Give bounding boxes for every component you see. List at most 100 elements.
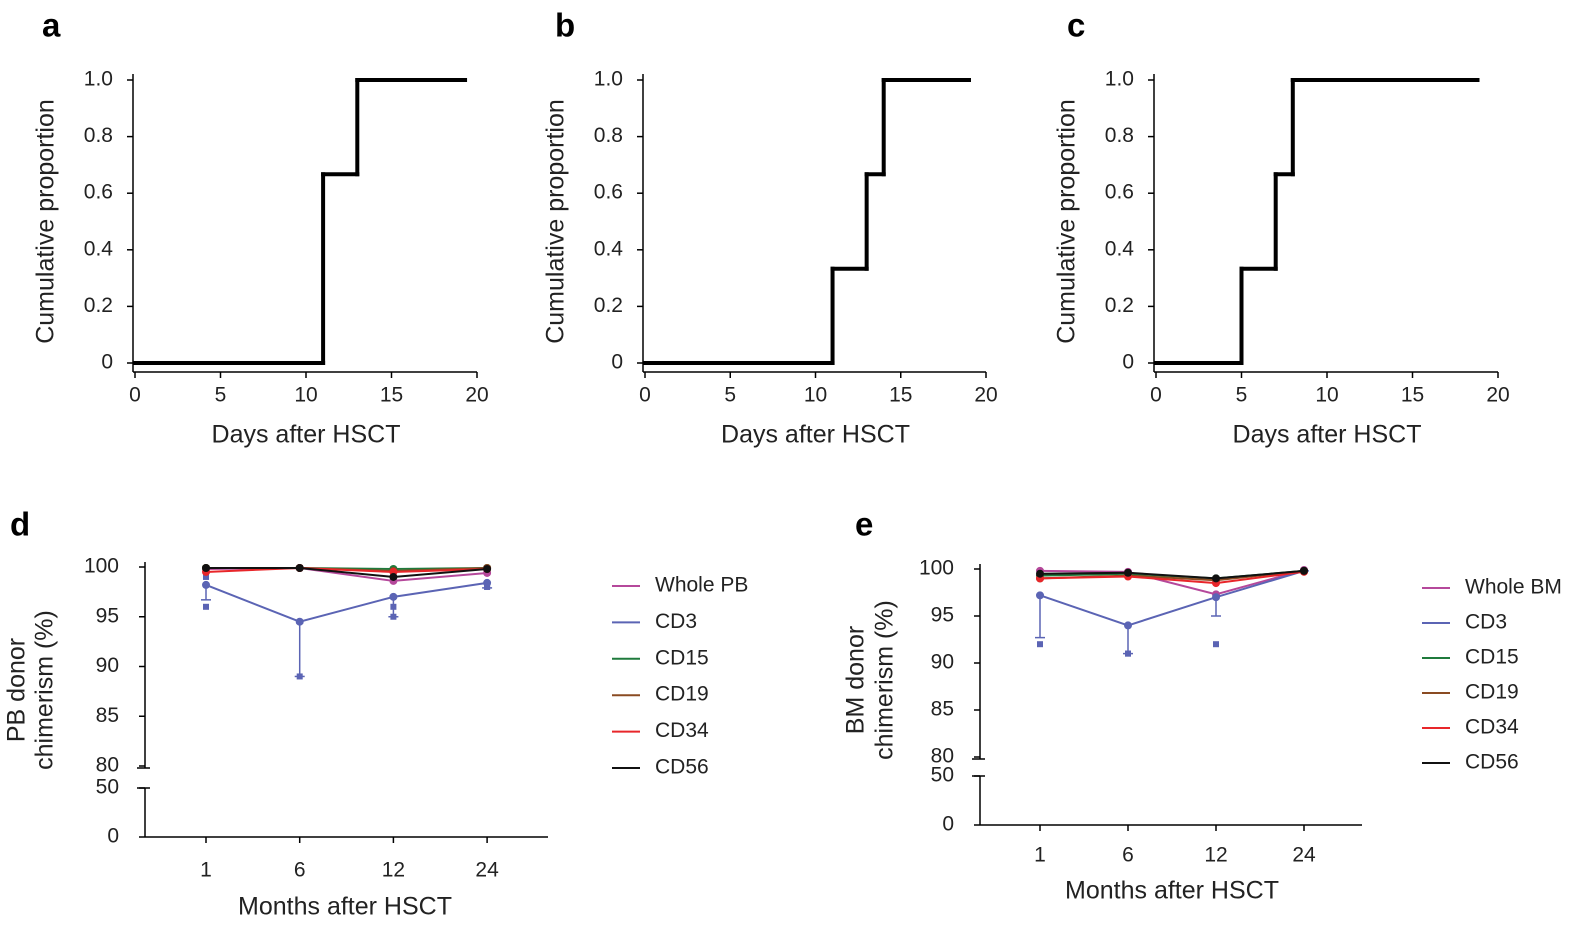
- mean-marker: [1212, 593, 1220, 602]
- legend-label: CD3: [1465, 611, 1507, 634]
- mean-marker: [295, 617, 304, 626]
- y-tick-label: 0.8: [84, 124, 113, 147]
- y-tick-label: 0.2: [594, 294, 623, 317]
- x-axis-label: Days after HSCT: [721, 421, 910, 449]
- y-axis-label: chimerism (%): [871, 600, 899, 760]
- x-tick-label: 5: [1236, 384, 1248, 407]
- data-point: [296, 673, 303, 680]
- x-tick-label: 0: [1150, 384, 1162, 407]
- panel-label: a: [42, 7, 61, 44]
- y-tick-label: 0.4: [594, 237, 624, 260]
- mean-marker: [202, 563, 210, 572]
- x-tick-label: 15: [380, 384, 403, 407]
- data-point: [1037, 641, 1043, 648]
- data-point: [203, 573, 209, 580]
- series-line: [206, 566, 488, 578]
- y-axis-label: chimerism (%): [31, 610, 59, 770]
- series-line: [1039, 570, 1305, 585]
- y-axis-label: Cumulative proportion: [542, 99, 570, 344]
- y-tick-label: 0.8: [1105, 124, 1134, 147]
- y-tick-label: 90: [96, 654, 119, 677]
- x-tick-label: 10: [1315, 384, 1338, 407]
- x-tick-label: 1: [1034, 844, 1046, 867]
- mean-marker: [1036, 569, 1044, 578]
- x-tick-label: 20: [974, 384, 997, 407]
- y-tick-label: 0: [611, 351, 623, 374]
- y-tick-label: 80: [931, 745, 954, 768]
- mean-marker: [483, 578, 492, 587]
- x-axis-label: Days after HSCT: [1233, 421, 1422, 449]
- mean-marker: [1036, 591, 1044, 600]
- y-axis-label: Cumulative proportion: [32, 99, 60, 344]
- legend-label: CD3: [655, 610, 697, 633]
- panel-label: d: [10, 506, 30, 543]
- y-tick-label: 95: [96, 604, 119, 627]
- x-tick-label: 0: [129, 384, 141, 407]
- panel-label: c: [1067, 7, 1085, 44]
- data-point: [390, 603, 397, 610]
- mean-marker: [389, 592, 398, 601]
- y-tick-label: 50: [931, 764, 954, 787]
- mean-marker: [1124, 568, 1132, 577]
- mean-marker: [483, 564, 492, 573]
- mean-marker: [389, 572, 398, 581]
- y-tick-label: 0: [101, 351, 113, 374]
- legend-label: CD34: [655, 719, 709, 742]
- y-axis-label: BM donor: [842, 626, 870, 734]
- legend-label: CD19: [1465, 681, 1519, 704]
- x-tick-label: 5: [215, 384, 227, 407]
- mean-marker: [295, 563, 304, 572]
- x-axis-label: Months after HSCT: [1065, 877, 1279, 905]
- y-tick-label: 0.6: [1105, 181, 1134, 204]
- y-tick-label: 1.0: [1105, 68, 1134, 91]
- y-tick-label: 0.6: [594, 181, 623, 204]
- x-tick-label: 24: [475, 859, 499, 882]
- y-tick-label: 85: [96, 704, 119, 727]
- y-tick-label: 100: [84, 555, 119, 578]
- series-line: [1039, 569, 1305, 580]
- y-tick-label: 0.4: [1105, 237, 1135, 260]
- y-tick-label: 0.8: [594, 124, 623, 147]
- x-tick-label: 20: [1486, 384, 1509, 407]
- legend-label: CD15: [655, 646, 709, 669]
- y-tick-label: 90: [931, 651, 954, 674]
- data-point: [1213, 641, 1219, 648]
- mean-marker: [202, 580, 210, 589]
- mean-marker: [1212, 574, 1220, 583]
- y-tick-label: 80: [96, 754, 119, 777]
- x-tick-label: 6: [294, 859, 306, 882]
- x-tick-label: 24: [1292, 844, 1316, 867]
- data-point: [203, 603, 209, 610]
- legend-label: CD19: [655, 683, 709, 706]
- mean-marker: [1300, 566, 1308, 575]
- x-tick-label: 5: [724, 384, 736, 407]
- y-tick-label: 0.2: [84, 294, 113, 317]
- y-tick-label: 0: [1122, 351, 1134, 374]
- x-tick-label: 12: [1204, 844, 1227, 867]
- y-tick-label: 0: [107, 825, 119, 848]
- series-line: [205, 566, 488, 573]
- y-tick-label: 100: [919, 557, 954, 580]
- y-axis-label: PB donor: [3, 638, 31, 742]
- data-point: [390, 613, 397, 620]
- data-point: [1125, 650, 1131, 657]
- x-tick-label: 10: [294, 384, 317, 407]
- x-tick-label: 15: [889, 384, 912, 407]
- x-tick-label: 20: [465, 384, 488, 407]
- y-tick-label: 1.0: [594, 68, 623, 91]
- panel-label: e: [855, 506, 873, 543]
- x-axis-label: Months after HSCT: [238, 893, 452, 921]
- legend-label: Whole PB: [655, 574, 748, 597]
- legend-label: CD34: [1465, 716, 1519, 739]
- y-tick-label: 1.0: [84, 68, 113, 91]
- y-tick-label: 0: [942, 813, 954, 836]
- x-tick-label: 6: [1122, 844, 1134, 867]
- x-tick-label: 10: [804, 384, 827, 407]
- x-tick-label: 0: [639, 384, 651, 407]
- legend-label: Whole BM: [1465, 576, 1562, 599]
- y-tick-label: 50: [96, 776, 119, 799]
- y-tick-label: 95: [931, 604, 954, 627]
- series-line: [1039, 569, 1305, 627]
- y-tick-label: 0.2: [1105, 294, 1134, 317]
- legend-label: CD56: [1465, 751, 1519, 774]
